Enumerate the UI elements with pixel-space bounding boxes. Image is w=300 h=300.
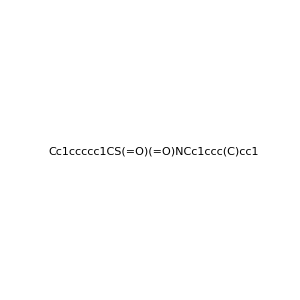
Text: Cc1ccccc1CS(=O)(=O)NCc1ccc(C)cc1: Cc1ccccc1CS(=O)(=O)NCc1ccc(C)cc1	[49, 146, 259, 157]
